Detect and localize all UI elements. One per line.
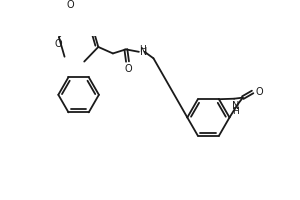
Text: O: O — [66, 0, 74, 10]
Text: O: O — [256, 87, 263, 97]
Text: H: H — [139, 45, 145, 54]
Text: N: N — [232, 101, 240, 111]
Text: H: H — [232, 107, 238, 116]
Text: N: N — [140, 47, 147, 57]
Text: O: O — [124, 64, 132, 74]
Text: O: O — [54, 39, 62, 49]
